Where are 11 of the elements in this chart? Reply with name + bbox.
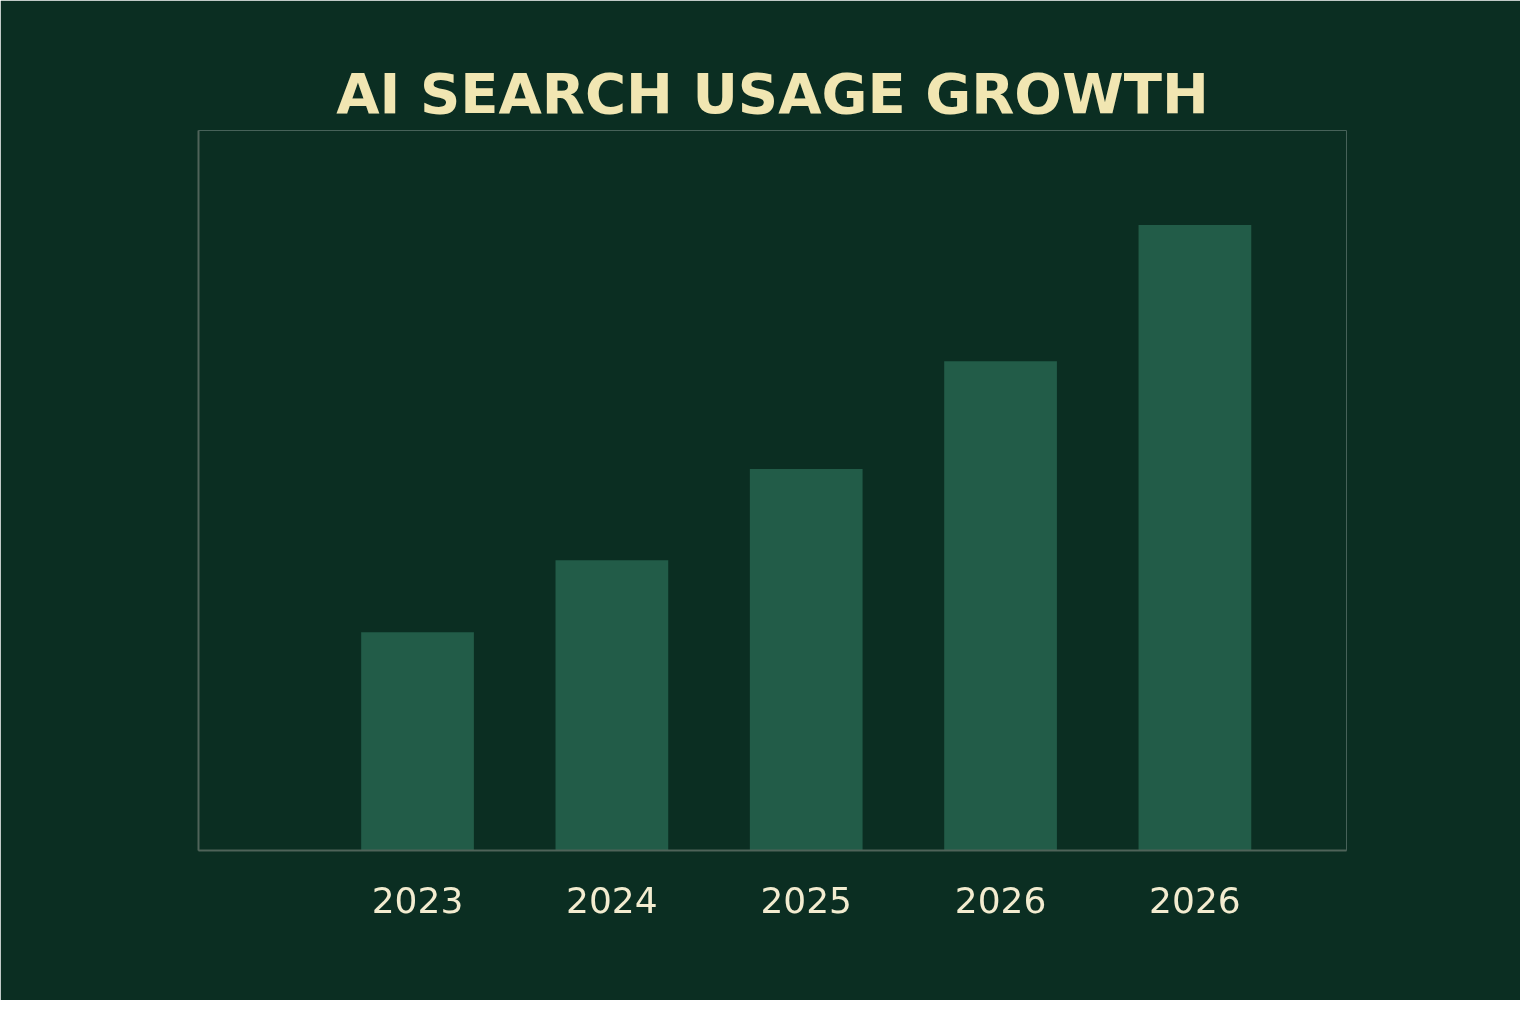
x-tick-label: 2026 bbox=[954, 879, 1047, 921]
bar bbox=[749, 468, 863, 851]
x-tick-label: 2023 bbox=[371, 879, 464, 921]
chart-title: AI SEARCH USAGE GROWTH bbox=[336, 60, 1209, 126]
bar bbox=[1138, 224, 1252, 851]
bar bbox=[944, 361, 1057, 851]
bar bbox=[555, 560, 669, 851]
bar bbox=[361, 632, 474, 851]
x-tick-label: 2025 bbox=[760, 879, 853, 921]
x-tick-label: 2026 bbox=[1149, 879, 1241, 921]
x-tick-label: 2024 bbox=[566, 879, 658, 921]
